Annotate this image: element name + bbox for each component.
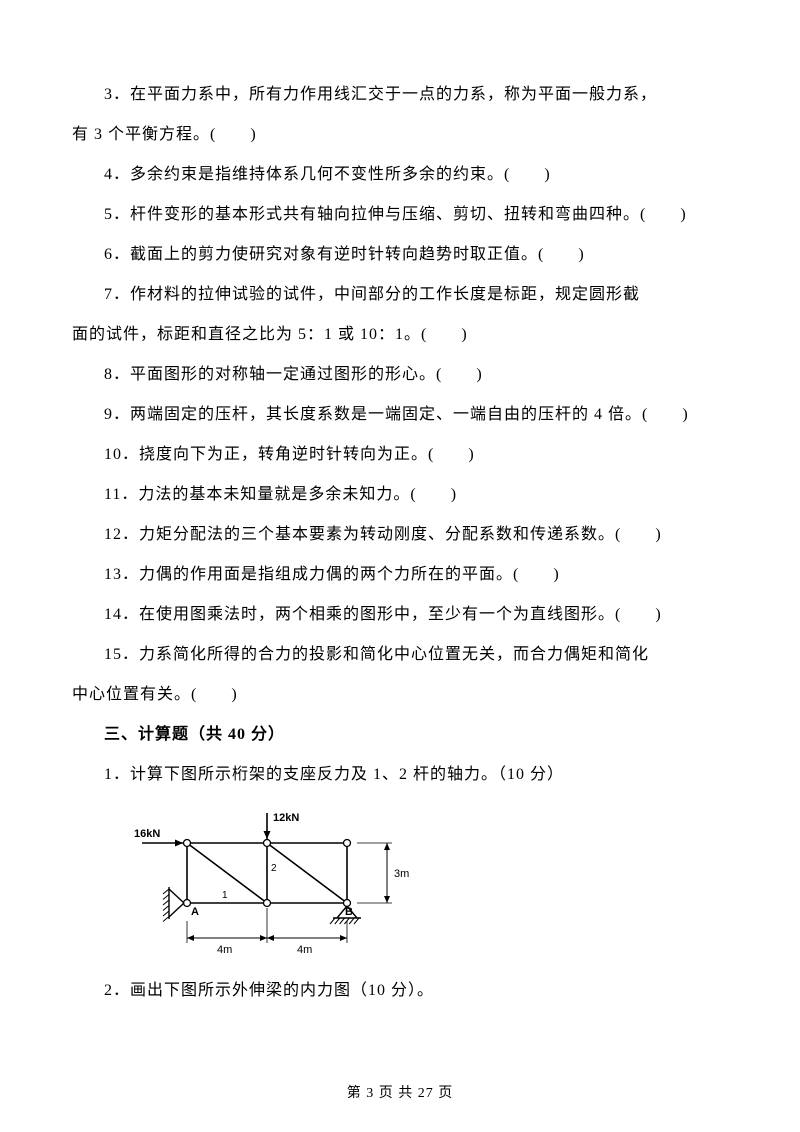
question-5: 5．杆件变形的基本形式共有轴向拉伸与压缩、剪切、扭转和弯曲四种。( )	[72, 195, 728, 235]
question-6: 6．截面上的剪力使研究对象有逆时针转向趋势时取正值。( )	[72, 235, 728, 275]
question-13: 13．力偶的作用面是指组成力偶的两个力所在的平面。( )	[72, 555, 728, 595]
question-11: 11．力法的基本未知量就是多余未知力。( )	[72, 475, 728, 515]
question-9: 9．两端固定的压杆，其长度系数是一端固定、一端自由的压杆的 4 倍。( )	[72, 395, 728, 435]
question-3b: 有 3 个平衡方程。( )	[72, 115, 728, 155]
svg-text:16kN: 16kN	[134, 828, 160, 840]
svg-text:A: A	[191, 906, 199, 918]
section3-q1: 1．计算下图所示桁架的支座反力及 1、2 杆的轴力。（10 分）	[72, 755, 728, 795]
question-4: 4．多余约束是指维持体系几何不变性所多余的约束。( )	[72, 155, 728, 195]
section-3-title: 三、计算题（共 40 分）	[72, 715, 728, 755]
question-15a: 15．力系简化所得的合力的投影和简化中心位置无关，而合力偶矩和简化	[72, 635, 728, 675]
svg-text:4m: 4m	[297, 944, 312, 956]
svg-text:3m: 3m	[394, 868, 409, 880]
svg-text:12kN: 12kN	[273, 812, 299, 824]
question-8: 8．平面图形的对称轴一定通过图形的形心。( )	[72, 355, 728, 395]
svg-text:4m: 4m	[217, 944, 232, 956]
svg-text:1: 1	[222, 890, 228, 901]
question-7a: 7．作材料的拉伸试验的试件，中间部分的工作长度是标距，规定圆形截	[72, 275, 728, 315]
svg-text:2: 2	[271, 863, 277, 874]
question-7b: 面的试件，标距和直径之比为 5：1 或 10：1。( )	[72, 315, 728, 355]
question-15b: 中心位置有关。( )	[72, 675, 728, 715]
page-footer: 第 3 页 共 27 页	[0, 1082, 800, 1102]
question-3a: 3．在平面力系中，所有力作用线汇交于一点的力系，称为平面一般力系，	[72, 75, 728, 115]
question-10: 10．挠度向下为正，转角逆时针转向为正。( )	[72, 435, 728, 475]
question-12: 12．力矩分配法的三个基本要素为转动刚度、分配系数和传递系数。( )	[72, 515, 728, 555]
question-14: 14．在使用图乘法时，两个相乘的图形中，至少有一个为直线图形。( )	[72, 595, 728, 635]
truss-figure: 16kN12kN12AB3m4m4m	[132, 803, 728, 963]
section3-q2: 2．画出下图所示外伸梁的内力图（10 分）。	[72, 971, 728, 1011]
